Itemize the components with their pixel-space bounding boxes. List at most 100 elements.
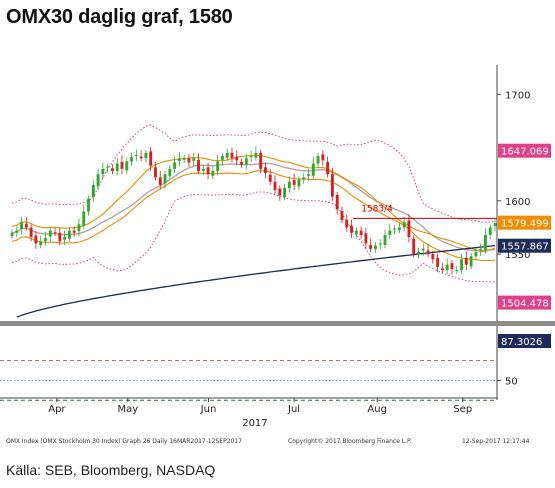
candle-body [125, 161, 129, 171]
candle-body [63, 237, 67, 240]
candle-body [158, 177, 162, 185]
candle-body [197, 159, 200, 171]
candle-body [177, 158, 181, 161]
candle-body [283, 188, 287, 198]
candle-body [149, 151, 153, 166]
price-panel [0, 65, 497, 318]
candle-body [412, 238, 416, 255]
candle-body [445, 264, 449, 271]
candle-body [29, 227, 33, 238]
candle-body [287, 181, 291, 189]
candle-body [479, 248, 483, 251]
candle-body [110, 168, 114, 171]
candle-body [374, 245, 377, 249]
price-tag-label: 1579.499 [501, 219, 549, 230]
candle-body [201, 168, 205, 171]
candle-body [144, 152, 148, 159]
candle-body [440, 268, 444, 271]
candle-body [388, 230, 392, 235]
candle-body [58, 232, 62, 242]
candle-body [230, 152, 234, 159]
panel-divider [0, 321, 555, 326]
candle-body [402, 222, 406, 228]
candle-body [225, 152, 229, 158]
candle-body [240, 161, 243, 165]
candle-body [455, 270, 459, 272]
x-tick-label: Sep [453, 404, 472, 415]
candle-body [168, 168, 172, 176]
candle-body [206, 167, 210, 175]
candle-body [192, 158, 196, 161]
candle-body [34, 235, 38, 244]
chart-footer-left: OMX Index (OMX Stockholm 30 Index) Graph… [6, 438, 242, 445]
candle-body [20, 222, 23, 230]
rsi-y-tick-label: 50 [505, 376, 518, 387]
y-tick-label: 1550 [505, 250, 530, 261]
candle-body [335, 194, 339, 210]
y-tick-label: 1700 [505, 90, 530, 101]
price-tag [498, 295, 551, 310]
candle-body [321, 154, 325, 161]
candle-body [273, 181, 277, 191]
candle-body [297, 179, 301, 187]
candle-body [302, 177, 306, 180]
candle-body [72, 230, 76, 233]
moving-average-long-line [16, 244, 496, 318]
x-year-label: 2017 [242, 418, 267, 429]
bollinger-lower-line [11, 191, 496, 283]
y-tick-label: 1600 [505, 197, 530, 208]
candle-body [369, 245, 373, 249]
candle-body [254, 152, 258, 158]
candle-body [484, 234, 487, 251]
candle-body [488, 227, 492, 235]
price-tag-label: 1557.867 [501, 242, 549, 253]
candle-body [53, 232, 57, 234]
candle-body [182, 158, 186, 160]
candle-body [115, 163, 119, 171]
moving-average-mid-line [11, 162, 496, 252]
x-tick-label: Jun [200, 404, 217, 415]
candle-body [87, 198, 90, 212]
candle-body [24, 223, 28, 228]
candle-body [235, 156, 239, 161]
candle-body [345, 220, 349, 228]
candle-body [220, 156, 224, 160]
candle-body [397, 227, 401, 231]
candle-body [316, 156, 320, 164]
candle-body [407, 220, 411, 238]
candle-body [292, 180, 296, 185]
candle-body [44, 238, 47, 242]
candle-body [48, 230, 52, 237]
candle-body [330, 174, 334, 197]
candle-body [154, 167, 157, 178]
moving-average-slow-line [11, 170, 496, 262]
candle-body [469, 256, 473, 267]
candle-body [350, 225, 353, 233]
candle-body [264, 167, 267, 174]
candle-body [139, 156, 143, 159]
candle-body [120, 161, 124, 169]
candle-body [249, 156, 253, 158]
resistance-annotation: 1583/4 [361, 204, 393, 214]
candle-body [311, 163, 315, 176]
candle-body [10, 232, 14, 236]
candle-body [460, 259, 463, 271]
candle-body [354, 230, 358, 235]
candle-body [307, 174, 310, 176]
candle-body [340, 210, 344, 220]
candle-body [244, 158, 248, 165]
candle-body [268, 174, 272, 182]
candle-body [163, 174, 167, 184]
candle-body [436, 257, 440, 267]
candle-body [67, 230, 71, 239]
bollinger-upper-line [11, 124, 496, 223]
candle-body [378, 243, 382, 245]
candle-body [106, 166, 110, 168]
price-tag-label: 1647.069 [501, 147, 549, 158]
chart-footer-center: Copyright© 2017 Bloomberg Finance L.P. [288, 438, 412, 445]
candle-body [15, 230, 19, 233]
chart-footer-right: 12-Sep-2017 12:17:44 [462, 438, 530, 445]
candle-body [421, 248, 425, 251]
candle-body [393, 228, 397, 230]
